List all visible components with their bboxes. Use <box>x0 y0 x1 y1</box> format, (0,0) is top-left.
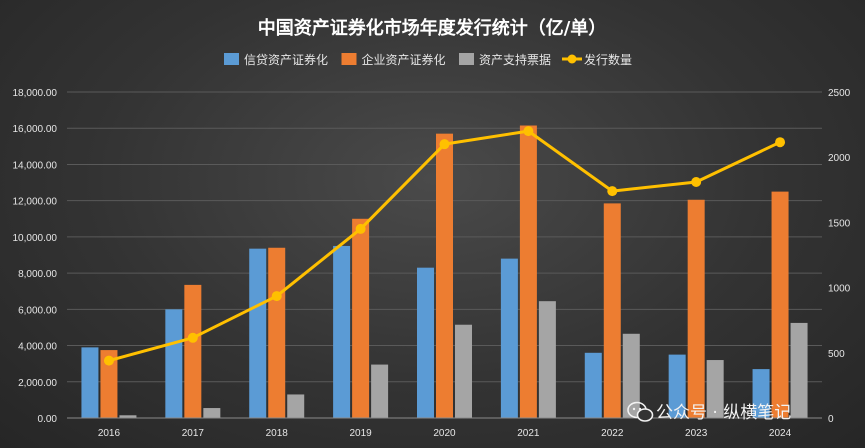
x-tick-label: 2018 <box>266 428 289 439</box>
bar <box>81 347 99 418</box>
bar <box>184 284 202 418</box>
y-right-tick-label: 2000 <box>828 153 851 164</box>
bar <box>371 364 389 418</box>
line-point <box>355 223 366 234</box>
bar <box>500 258 518 418</box>
x-tick-label: 2023 <box>685 428 708 439</box>
bar <box>603 203 621 418</box>
bar <box>100 350 118 418</box>
bar <box>538 301 556 418</box>
bar <box>687 199 705 418</box>
legend-swatch <box>224 53 239 65</box>
legend-swatch <box>341 53 357 65</box>
x-tick-label: 2021 <box>517 428 540 439</box>
bar <box>119 415 137 418</box>
bar <box>165 309 183 418</box>
bar <box>268 247 286 418</box>
line-point <box>187 332 198 343</box>
legend-swatch <box>459 53 474 65</box>
y-right-tick-label: 0 <box>828 414 834 425</box>
line-point <box>607 186 618 197</box>
y-right-tick-label: 1000 <box>828 284 851 295</box>
bar <box>668 354 686 418</box>
bar <box>436 133 453 418</box>
y-left-tick-label: 16,000.00 <box>13 124 58 135</box>
legend-label: 信贷资产证券化 <box>244 52 328 67</box>
y-left-tick-label: 10,000.00 <box>13 233 58 244</box>
legend-swatch-marker <box>567 54 577 64</box>
y-left-tick-label: 0.00 <box>38 414 58 425</box>
bar <box>287 394 305 418</box>
y-left-tick-label: 12,000.00 <box>13 197 58 208</box>
y-right-tick-label: 500 <box>828 349 845 360</box>
x-tick-label: 2019 <box>349 428 372 439</box>
y-left-tick-label: 18,000.00 <box>13 88 58 99</box>
bar <box>333 245 351 418</box>
line-point <box>523 126 534 137</box>
x-tick-label: 2020 <box>433 428 456 439</box>
y-left-tick-label: 2,000.00 <box>18 378 57 389</box>
bar <box>203 408 221 418</box>
line-point <box>691 176 702 187</box>
bar <box>584 352 602 418</box>
x-tick-label: 2016 <box>98 428 121 439</box>
line-point <box>775 137 786 148</box>
x-tick-label: 2024 <box>769 428 792 439</box>
bar <box>455 324 472 418</box>
line-point <box>439 139 450 150</box>
axes: 0.00 2,000.00 4,000.00 6,000.00 8,000.00 10,0… <box>13 88 851 439</box>
y-left-tick-label: 4,000.00 <box>18 342 57 353</box>
bar <box>417 267 434 418</box>
legend-label: 资产支持票据 <box>479 52 551 67</box>
bar-series <box>81 125 808 418</box>
watermark: 公众号 · 纵横笔记 <box>627 401 791 423</box>
wechat-icon <box>627 401 654 422</box>
y-left-tick-label: 6,000.00 <box>18 305 57 316</box>
line-series <box>103 126 786 366</box>
y-right-tick-label: 2500 <box>828 88 851 99</box>
y-left-tick-label: 8,000.00 <box>18 269 57 280</box>
bar <box>771 191 789 418</box>
y-right-tick-label: 1500 <box>828 218 851 229</box>
bar <box>249 248 267 418</box>
chart-title: 中国资产证券化市场年度发行统计（亿/单） <box>258 17 607 39</box>
line-point <box>103 355 114 366</box>
bar <box>752 369 770 418</box>
bar <box>706 360 724 418</box>
legend: 信贷资产证券化 企业资产证券化 资产支持票据 发行数量 <box>224 52 632 67</box>
y-left-tick-label: 14,000.00 <box>13 160 58 171</box>
legend-label: 企业资产证券化 <box>362 52 446 67</box>
x-tick-label: 2017 <box>182 428 205 439</box>
bar <box>622 333 640 418</box>
legend-label: 发行数量 <box>584 52 632 67</box>
bar <box>790 322 808 418</box>
line-point <box>271 291 282 302</box>
bar <box>352 218 370 418</box>
bar <box>519 125 537 418</box>
x-tick-label: 2022 <box>601 428 624 439</box>
watermark-text: 公众号 · 纵横笔记 <box>656 403 791 423</box>
